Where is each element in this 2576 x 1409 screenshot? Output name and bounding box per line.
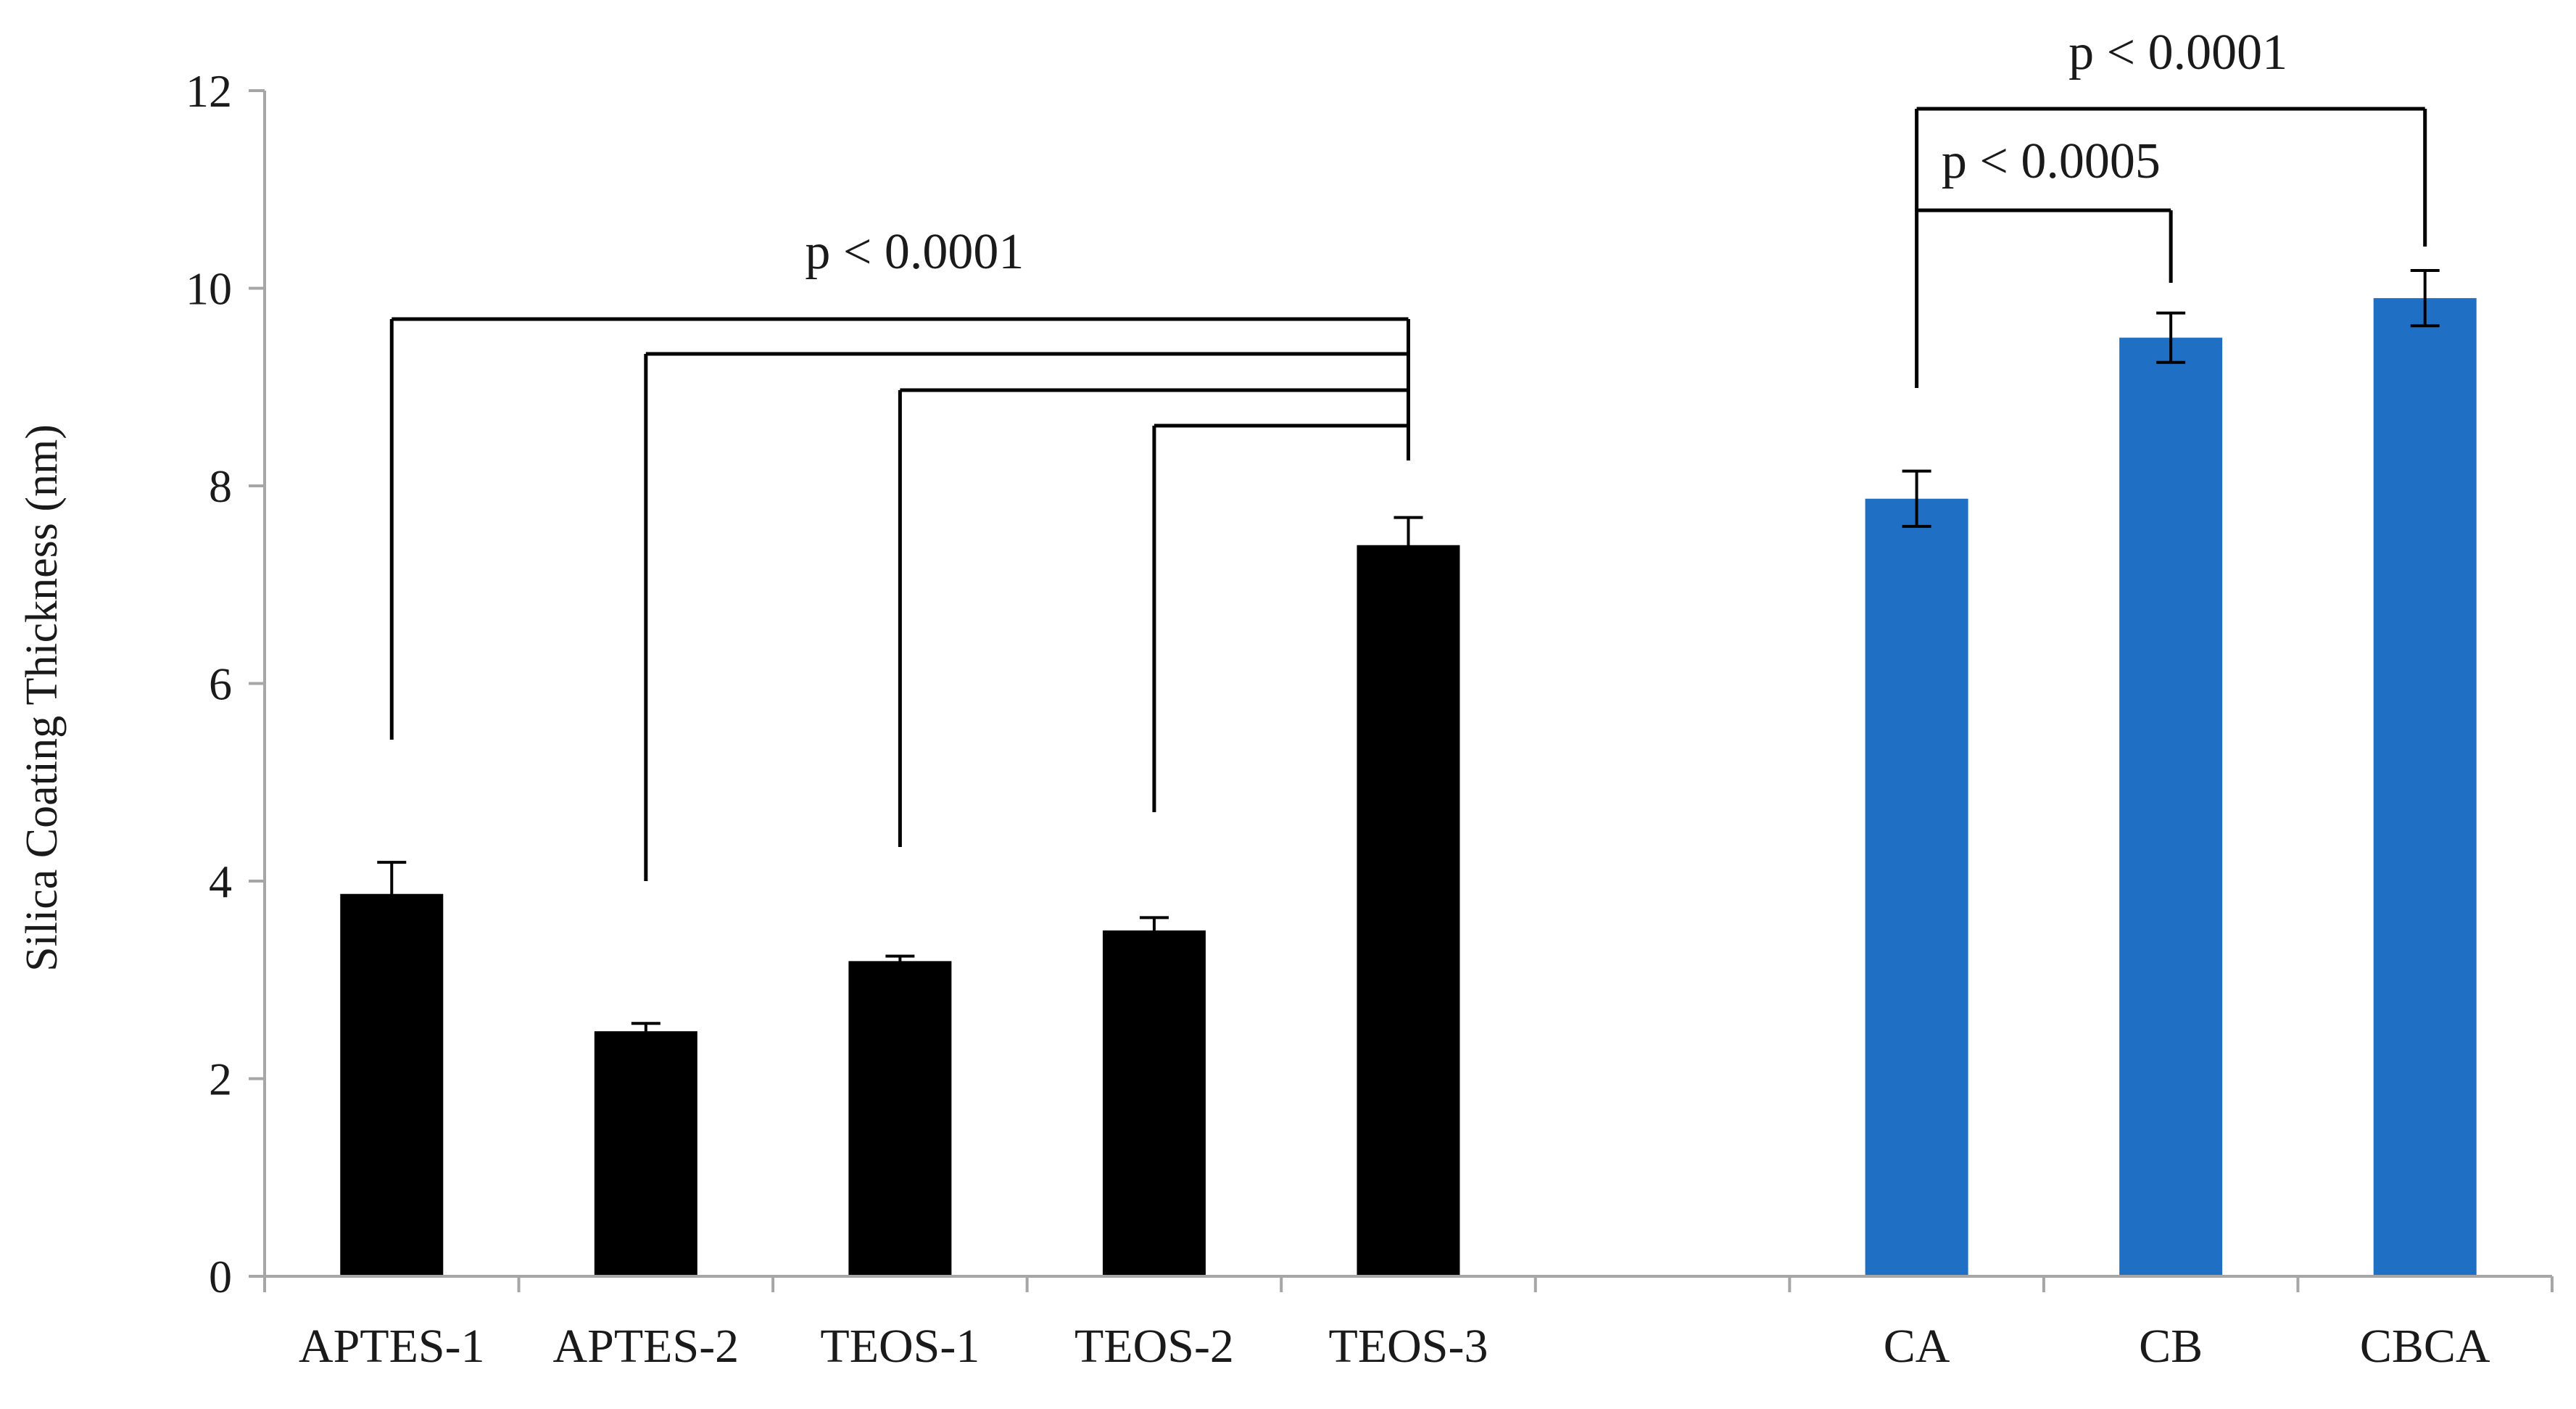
axes [249,89,2554,1292]
x-tick-label: APTES-1 [299,1320,485,1373]
labels: 0 2 4 6 8 10 12 Silica Coating Thickness (nm) AP… [17,25,2490,1373]
x-tick-label: CBCA [2360,1320,2490,1373]
y-tick-label: 10 [186,263,232,315]
bar [2119,337,2223,1276]
y-tick-label: 2 [209,1054,232,1105]
x-tick-label: TEOS-1 [820,1320,980,1373]
y-axis-title: Silica Coating Thickness (nm) [17,424,67,972]
bar [848,961,952,1276]
y-tick-label: 0 [209,1251,232,1302]
bar [340,893,444,1276]
x-tick-label: TEOS-3 [1329,1320,1488,1373]
error-bars [377,268,2440,1041]
bar [2373,298,2477,1276]
bar [594,1031,697,1276]
x-tick-label: CA [1884,1320,1950,1373]
bars [340,298,2477,1276]
y-tick-label: 4 [209,856,232,907]
bar [1102,930,1206,1276]
p-value-label: p < 0.0001 [805,224,1024,280]
significance-brackets [389,107,2427,881]
x-tick-label: CB [2139,1320,2203,1373]
y-tick-label: 6 [209,658,232,710]
p-value-label: p < 0.0001 [2068,25,2287,80]
y-tick-label: 8 [209,460,232,512]
bar [1865,498,1968,1276]
p-value-label: p < 0.0005 [1942,133,2161,189]
bar [1357,545,1460,1276]
x-tick-label: APTES-2 [552,1320,739,1373]
y-tick-label: 12 [186,65,232,117]
x-tick-label: TEOS-2 [1074,1320,1234,1373]
